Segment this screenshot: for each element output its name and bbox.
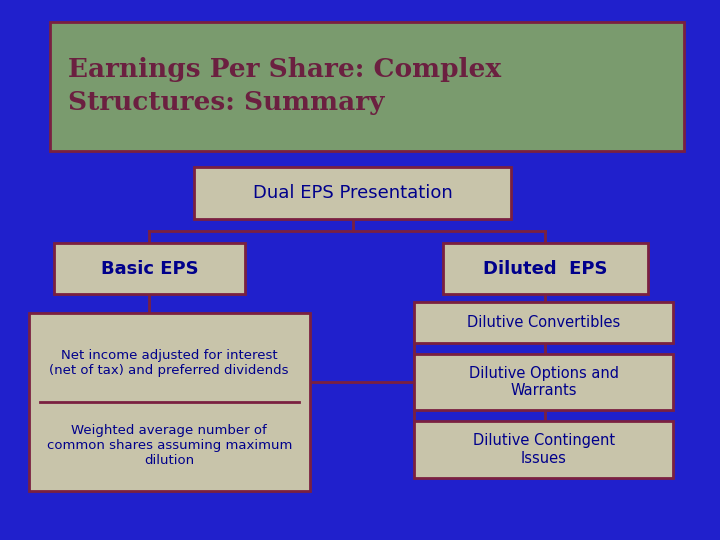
Text: Diluted  EPS: Diluted EPS (483, 260, 608, 278)
Text: Net income adjusted for interest
(net of tax) and preferred dividends: Net income adjusted for interest (net of… (50, 349, 289, 377)
FancyBboxPatch shape (50, 22, 684, 151)
Text: Earnings Per Share: Complex
Structures: Summary: Earnings Per Share: Complex Structures: … (68, 57, 502, 116)
FancyBboxPatch shape (194, 167, 511, 219)
FancyBboxPatch shape (414, 302, 673, 343)
FancyBboxPatch shape (414, 421, 673, 478)
FancyBboxPatch shape (54, 243, 245, 294)
FancyBboxPatch shape (414, 354, 673, 410)
Text: Dilutive Convertibles: Dilutive Convertibles (467, 315, 620, 330)
Text: Dilutive Options and
Warrants: Dilutive Options and Warrants (469, 366, 618, 399)
Text: Weighted average number of
common shares assuming maximum
dilution: Weighted average number of common shares… (47, 423, 292, 467)
FancyBboxPatch shape (29, 313, 310, 491)
Text: Dual EPS Presentation: Dual EPS Presentation (253, 184, 453, 202)
FancyBboxPatch shape (443, 243, 648, 294)
Text: Dilutive Contingent
Issues: Dilutive Contingent Issues (472, 433, 615, 465)
Text: Basic EPS: Basic EPS (101, 260, 198, 278)
